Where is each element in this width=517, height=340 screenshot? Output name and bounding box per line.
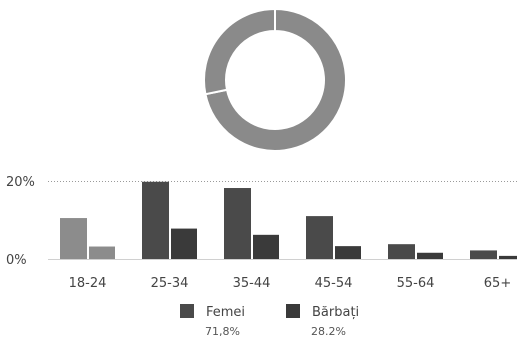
legend-value-barbati: 28.2% (311, 325, 346, 338)
bar-femei-25-34 (142, 181, 169, 259)
bar-barbati-45-54 (335, 246, 361, 259)
bar-femei-65+ (470, 250, 497, 259)
bar-femei-35-44 (224, 188, 251, 259)
bar-femei-55-64 (388, 244, 415, 259)
bar-barbati-18-24 (89, 246, 115, 259)
x-tick-label: 55-64 (397, 276, 435, 291)
y-tick-label: 0% (6, 253, 27, 268)
x-tick-label: 45-54 (315, 276, 353, 291)
donut-chart (203, 7, 347, 152)
legend-value-femei: 71,8% (205, 325, 240, 338)
x-tick-label: 35-44 (233, 276, 271, 291)
legend: Femei 71,8% Bărbați 28.2% (180, 304, 359, 338)
legend-swatch-barbati (286, 304, 300, 318)
bar-femei-18-24 (60, 218, 87, 259)
x-axis: 18-24 25-34 35-44 45-54 55-64 65+ (69, 276, 512, 291)
x-tick-label: 25-34 (151, 276, 189, 291)
donut-slice-barbati (203, 7, 276, 96)
grid-lines (48, 181, 517, 260)
x-tick-label: 18-24 (69, 276, 107, 291)
bar-barbati-65+ (499, 255, 517, 259)
x-tick-label: 65+ (484, 276, 511, 291)
donut-slice-femei (204, 7, 347, 152)
y-axis: 0% 20% (6, 175, 35, 268)
bar-barbati-55-64 (417, 252, 443, 259)
legend-label-femei: Femei (206, 305, 245, 320)
legend-label-barbati: Bărbați (312, 305, 359, 320)
legend-swatch-femei (180, 304, 194, 318)
y-tick-label: 20% (6, 175, 35, 190)
bar-series (60, 181, 517, 259)
bar-femei-45-54 (306, 216, 333, 259)
bar-barbati-35-44 (253, 234, 279, 259)
bar-barbati-25-34 (171, 228, 197, 259)
